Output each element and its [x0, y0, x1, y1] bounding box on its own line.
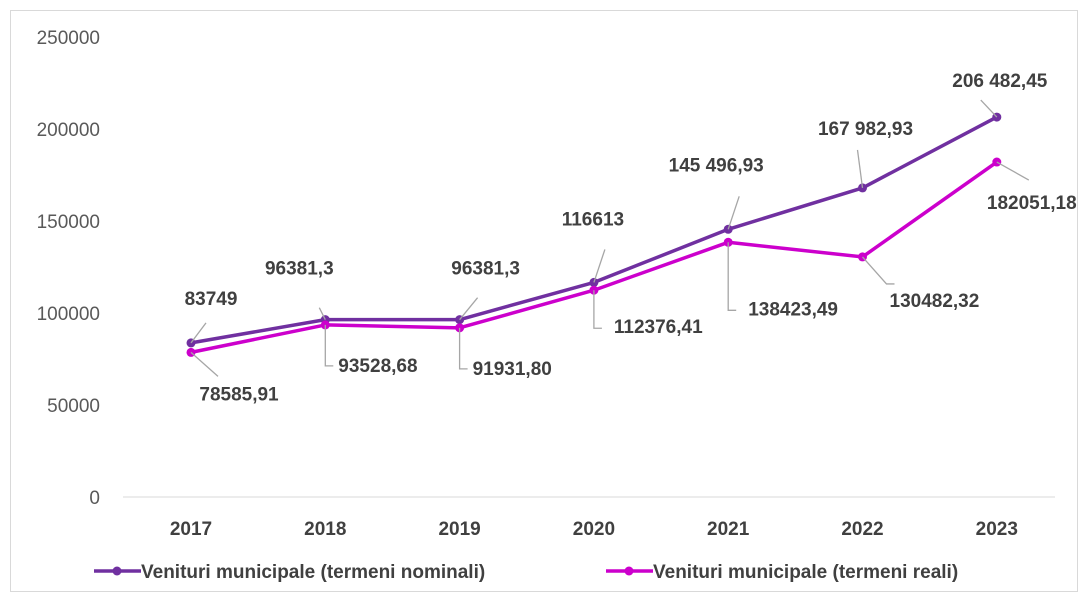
x-tick-label: 2018: [304, 519, 346, 540]
data-label-s1: 96381,3: [451, 259, 520, 280]
leader-line: [996, 161, 1030, 181]
leader-line: [458, 327, 468, 370]
data-label-s1: 167 982,93: [818, 119, 913, 140]
data-label-s2: 182051,18: [987, 193, 1077, 214]
leader-line: [727, 242, 737, 311]
leader-line: [324, 324, 334, 367]
legend-marker-1: [112, 566, 122, 576]
data-label-s1: 116613: [562, 209, 624, 230]
leader-line: [190, 322, 207, 344]
leader-line: [318, 307, 326, 320]
data-label-s1: 83749: [185, 289, 238, 310]
data-label-s1: 96381,3: [265, 259, 334, 280]
x-tick-label: 2020: [573, 519, 615, 540]
y-tick-label: 150000: [37, 212, 100, 233]
legend-label-1: Venituri municipale (termeni nominali): [141, 562, 485, 583]
x-tick-label: 2023: [976, 519, 1018, 540]
y-tick-label: 250000: [37, 28, 100, 49]
data-label-s2: 91931,80: [473, 359, 552, 380]
leader-line: [593, 290, 602, 329]
data-label-s2: 93528,68: [338, 356, 417, 377]
data-label-s2: 112376,41: [614, 317, 703, 338]
data-label-s2: 78585,91: [199, 384, 279, 405]
y-tick-label: 50000: [47, 396, 100, 417]
x-tick-label: 2019: [438, 519, 480, 540]
leader-line: [593, 249, 606, 283]
leader-line: [727, 196, 740, 230]
x-tick-label: 2022: [841, 519, 883, 540]
leader-line: [856, 149, 864, 188]
data-label-s2: 130482,32: [890, 291, 980, 312]
legend-marker-2: [624, 566, 634, 576]
x-tick-label: 2017: [170, 519, 212, 540]
data-label-s1: 145 496,93: [669, 155, 764, 176]
data-label-s1: 206 482,45: [952, 71, 1048, 92]
x-tick-label: 2021: [707, 519, 750, 540]
data-label-s2: 138423,49: [748, 299, 838, 320]
legend-label-2: Venituri municipale (termeni reali): [653, 562, 958, 583]
leader-line: [190, 351, 219, 377]
y-tick-label: 200000: [37, 120, 100, 141]
leader-line: [980, 99, 998, 118]
leader-line: [459, 297, 479, 321]
y-tick-label: 0: [89, 488, 100, 509]
chart-frame: [10, 10, 1078, 592]
leader-line: [862, 256, 895, 285]
y-tick-label: 100000: [37, 304, 100, 325]
